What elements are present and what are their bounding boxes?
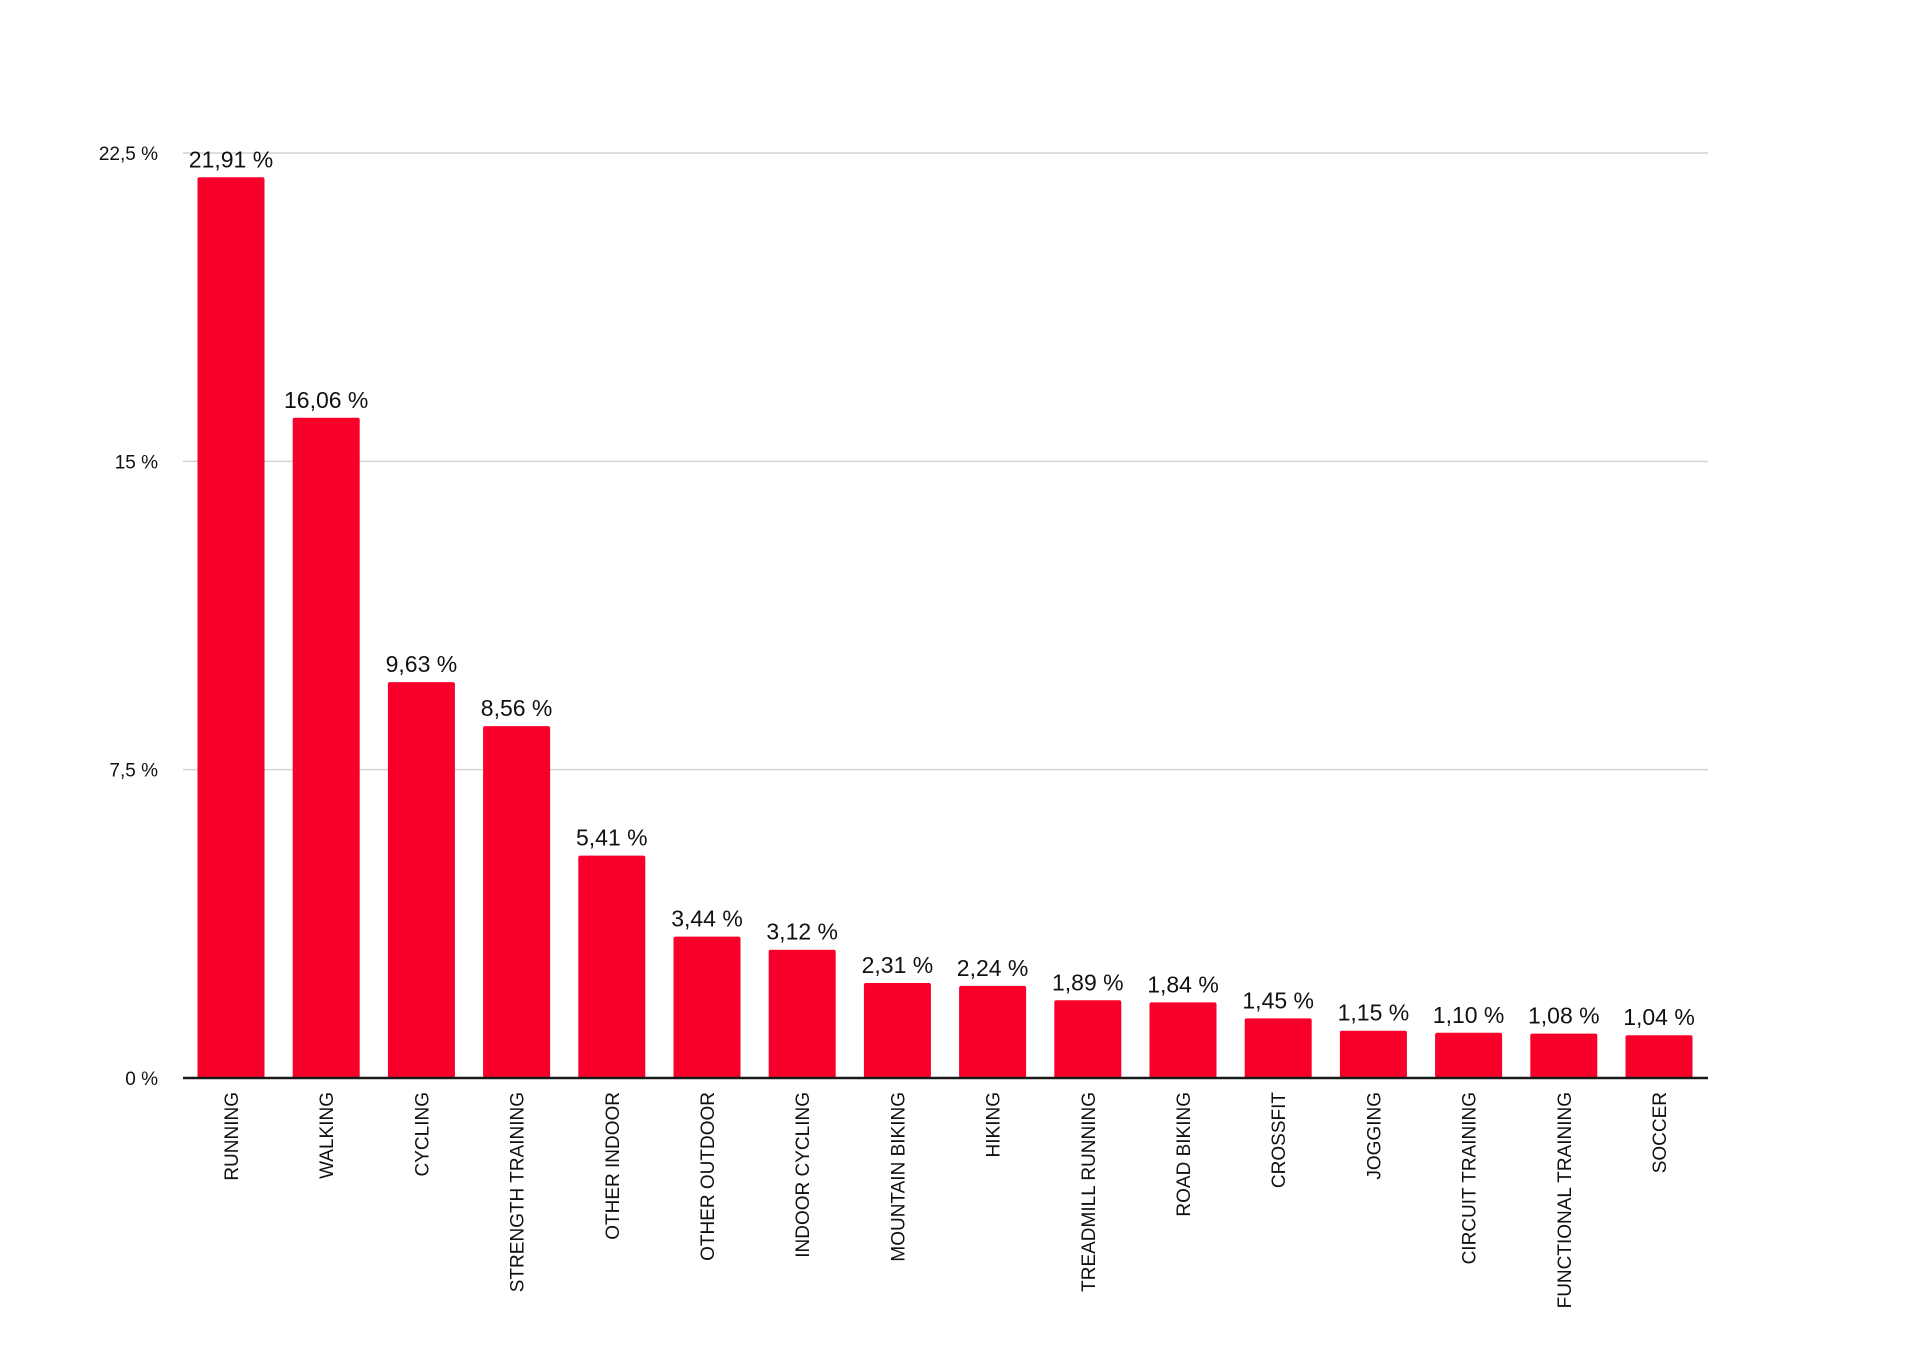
data-label: 16,06 % (284, 387, 368, 413)
x-tick-label: CYCLING (412, 1092, 433, 1176)
x-tick-label: INDOOR CYCLING (793, 1092, 814, 1258)
x-tick-label: JOGGING (1364, 1092, 1385, 1180)
data-label: 1,84 % (1147, 971, 1219, 997)
bar (387, 682, 455, 1078)
data-label: 1,08 % (1528, 1003, 1600, 1029)
labels: 0 % 7,5 % 15 % 22,5 % 21,91 % RUNNING 16,06 % W… (99, 144, 1695, 1308)
x-tick-label: SOCCER (1650, 1092, 1671, 1173)
data-label: 8,56 % (481, 695, 553, 721)
x-tick-label: HIKING (984, 1092, 1005, 1157)
x-tick-label: FUNCTIONAL TRAINING (1555, 1092, 1576, 1308)
x-tick-label: RUNNING (222, 1092, 243, 1181)
data-label: 1,10 % (1433, 1002, 1505, 1028)
bar (1435, 1032, 1503, 1078)
bar (292, 417, 360, 1078)
bar (768, 949, 836, 1078)
x-tick-label: CROSSFIT (1269, 1092, 1290, 1188)
data-label: 9,63 % (386, 651, 458, 677)
data-label: 21,91 % (189, 146, 273, 172)
x-tick-label: WALKING (317, 1092, 338, 1179)
bar (1054, 1000, 1122, 1078)
x-tick-label: MOUNTAIN BIKING (888, 1092, 909, 1262)
bar (1149, 1002, 1217, 1078)
y-tick-label: 15 % (115, 452, 158, 473)
bar (1244, 1018, 1312, 1078)
bar (1339, 1030, 1407, 1078)
x-tick-label: OTHER INDOOR (603, 1092, 624, 1240)
bars (197, 177, 1693, 1078)
y-tick-label: 7,5 % (109, 761, 158, 782)
data-label: 5,41 % (576, 825, 648, 851)
y-tick-label: 22,5 % (99, 144, 158, 165)
x-tick-label: CIRCUIT TRAINING (1460, 1092, 1481, 1264)
bar (578, 855, 646, 1078)
data-label: 3,12 % (766, 919, 838, 945)
bar (1530, 1033, 1598, 1078)
data-label: 1,89 % (1052, 969, 1124, 995)
data-label: 2,24 % (957, 955, 1029, 981)
bar (483, 726, 551, 1078)
bar (959, 985, 1027, 1078)
bar (1625, 1035, 1693, 1078)
x-tick-label: STRENGTH TRAINING (508, 1092, 529, 1292)
x-tick-label: ROAD BIKING (1174, 1092, 1195, 1217)
data-label: 3,44 % (671, 906, 743, 932)
data-label: 1,45 % (1242, 987, 1314, 1013)
data-label: 1,04 % (1623, 1004, 1695, 1030)
bar (197, 177, 265, 1078)
x-tick-label: OTHER OUTDOOR (698, 1092, 719, 1261)
data-label: 2,31 % (862, 952, 934, 978)
data-label: 1,15 % (1338, 1000, 1410, 1026)
gridlines (183, 152, 1708, 771)
y-tick-label: 0 % (125, 1069, 158, 1090)
bar (673, 936, 741, 1078)
x-tick-label: TREADMILL RUNNING (1079, 1092, 1100, 1292)
bar (863, 983, 931, 1078)
